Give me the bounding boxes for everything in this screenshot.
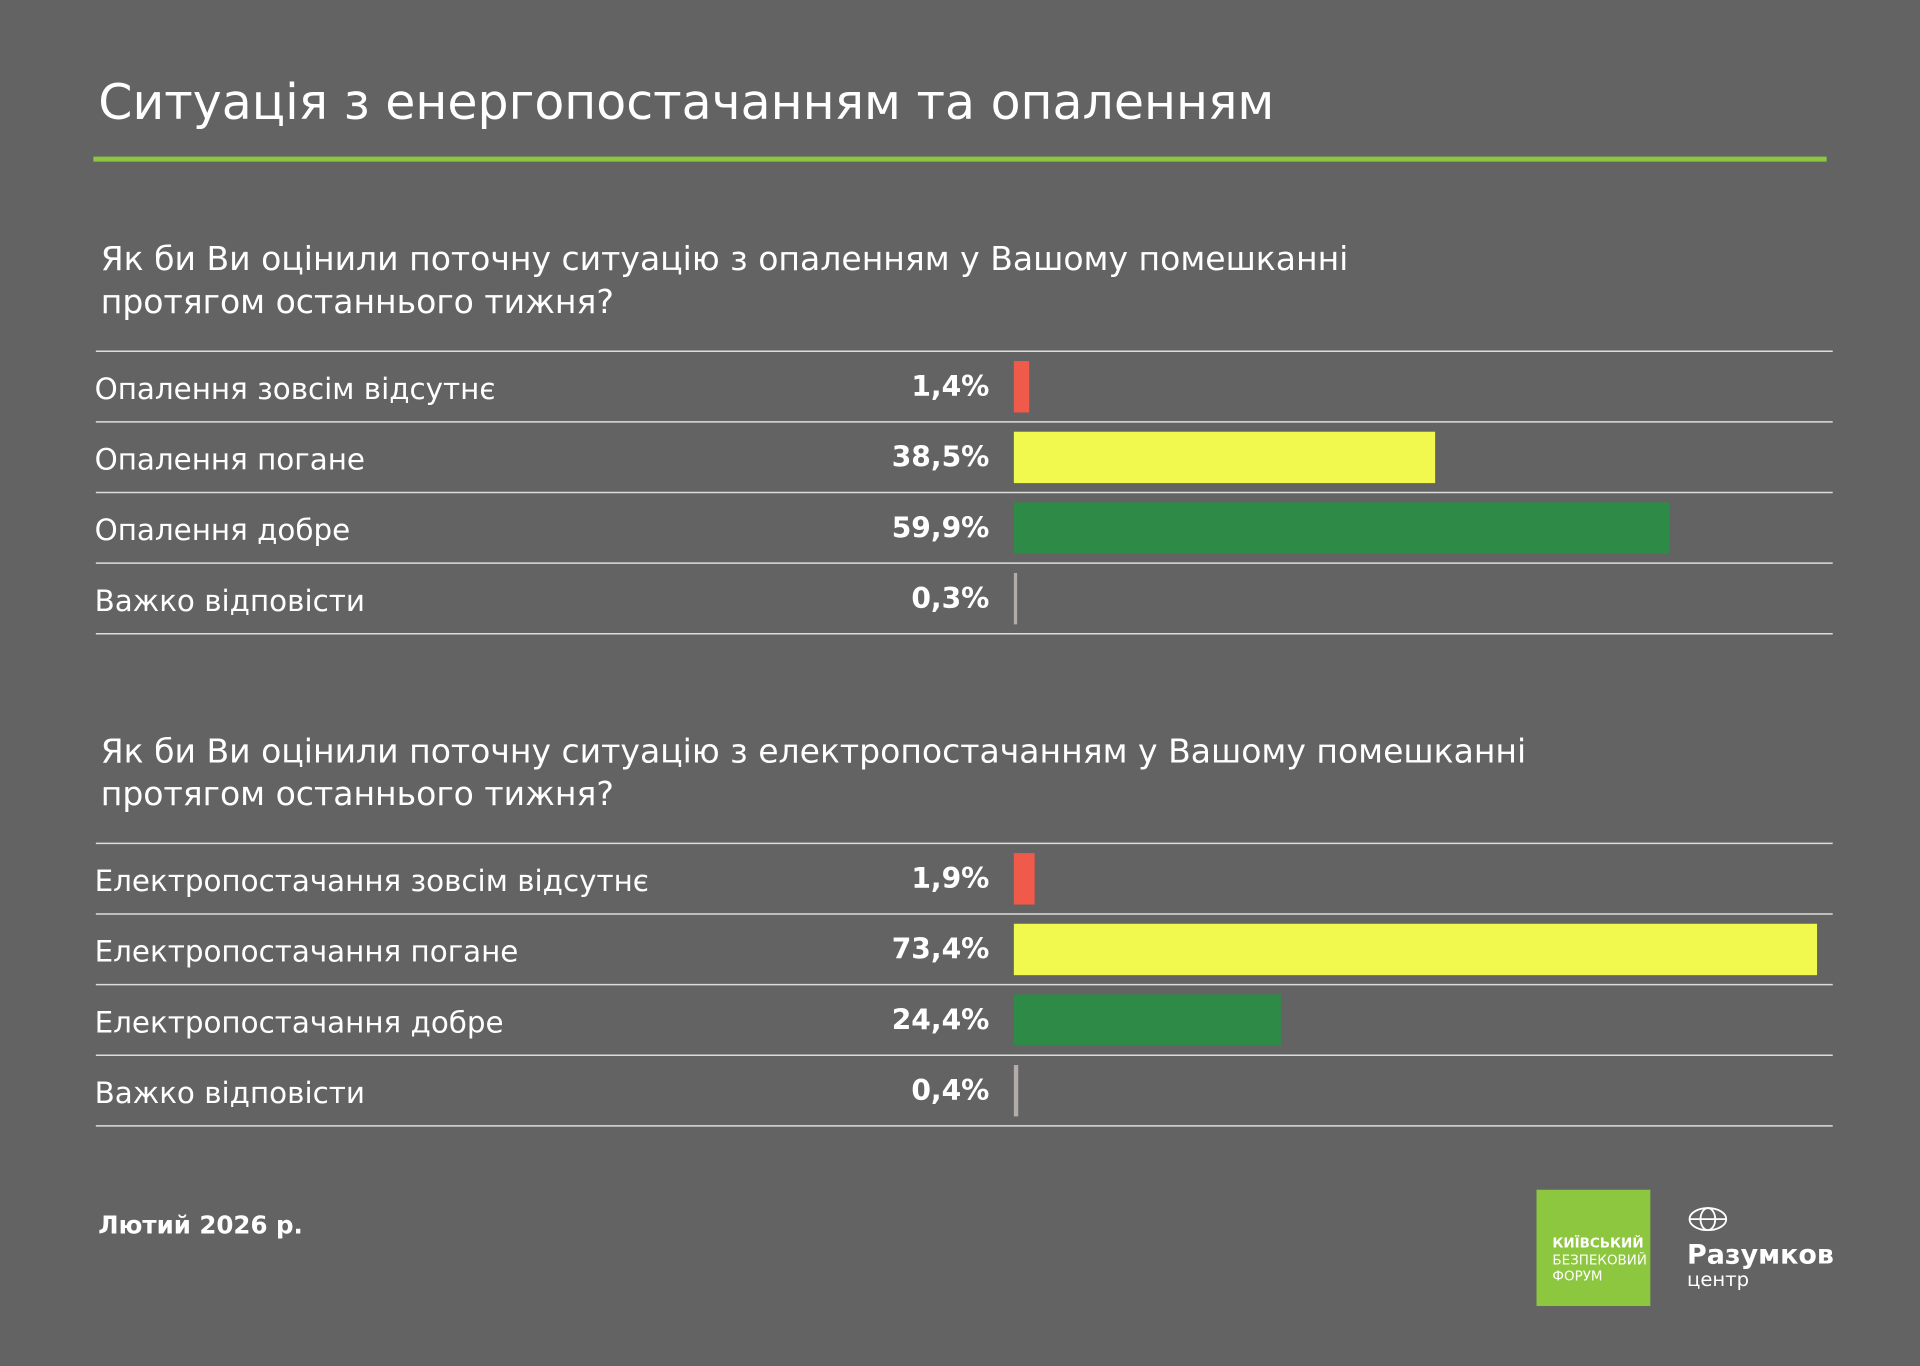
value-label: 0,4% [911, 1074, 989, 1107]
bar [1013, 994, 1281, 1046]
category-label: Важко відповісти [95, 1076, 365, 1110]
value-label: 73,4% [892, 933, 990, 966]
category-label: Електропостачання добре [95, 1005, 504, 1039]
bar [1013, 853, 1035, 905]
date: Лютий 2026 р. [98, 1210, 303, 1239]
page-title: Ситуація з енергопостачанням та опалення… [98, 74, 1274, 131]
category-label: Електропостачання погане [95, 935, 519, 969]
logo-text: ФОРУМ [1552, 1270, 1602, 1285]
value-label: 59,9% [892, 511, 990, 544]
category-label: Опалення погане [95, 443, 365, 477]
value-label: 0,3% [911, 582, 989, 615]
value-label: 1,4% [911, 370, 989, 403]
logo-text: БЕЗПЕКОВИЙ [1552, 1251, 1646, 1269]
question: протягом останнього тижня? [101, 282, 614, 321]
category-label: Опалення добре [95, 513, 351, 547]
bar [1013, 572, 1018, 625]
bar [1013, 502, 1670, 554]
bar [1013, 361, 1030, 413]
category-label: Опалення зовсім відсутнє [95, 372, 496, 406]
value-label: 1,9% [911, 862, 989, 895]
logo-text: Разумков [1687, 1239, 1834, 1270]
value-label: 38,5% [892, 441, 990, 474]
bar [1013, 923, 1818, 976]
logo-text: центр [1687, 1268, 1749, 1291]
value-label: 24,4% [892, 1003, 990, 1036]
question: протягом останнього тижня? [101, 774, 614, 813]
bar [1013, 1065, 1019, 1117]
question: Як би Ви оцінили поточну ситуацію з елек… [101, 731, 1526, 770]
globe-icon [1688, 1207, 1728, 1232]
question: Як би Ви оцінили поточну ситуацію з опал… [101, 239, 1349, 278]
forum-logo [1536, 1189, 1651, 1307]
category-label: Важко відповісти [95, 584, 365, 618]
bar [1013, 431, 1436, 484]
logo-text: КИЇВСЬКИЙ [1552, 1234, 1643, 1252]
category-label: Електропостачання зовсім відсутнє [95, 864, 649, 898]
